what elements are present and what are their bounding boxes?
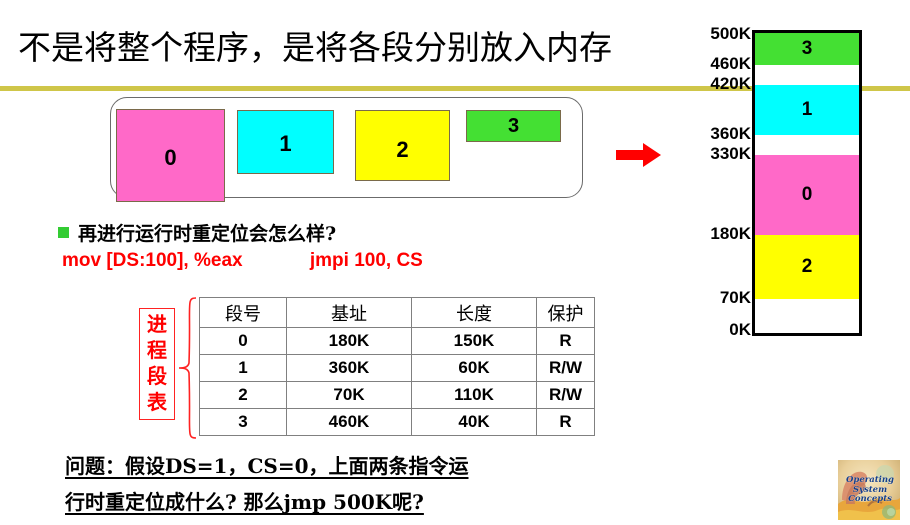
logo-line-1: Operating	[845, 475, 895, 485]
question-text: 问题：假设DS=1，CS=0，上面两条指令运 行时重定位成什么? 那么jmp 5…	[65, 448, 665, 520]
cell-seg-2-base: 70K	[286, 381, 412, 409]
cell-seg-1-prot: R/W	[536, 354, 595, 382]
table-row: 3 460K 40K R	[199, 408, 595, 436]
question-line-2: 行时重定位成什么? 那么jmp 500K呢?	[65, 490, 424, 514]
column-header-length: 长度	[411, 297, 537, 328]
memory-axis-label-420k: 420K	[710, 74, 751, 93]
cell-seg-1-no: 1	[199, 354, 287, 382]
logo-line-3: Concepts	[848, 494, 892, 504]
pst-char-1: 进	[147, 314, 167, 336]
program-segment-3: 3	[466, 110, 561, 142]
cell-seg-3-no: 3	[199, 408, 287, 436]
table-row: 0 180K 150K R	[199, 327, 595, 355]
instruction-line: mov [DS:100], %eax jmpi 100, CS	[62, 250, 582, 272]
square-bullet-icon	[58, 227, 69, 238]
memory-bar: 3 1 0 2	[752, 30, 862, 336]
segment-table: 段号 基址 长度 保护 0 180K 150K R 1 360K 60K R/W…	[199, 297, 595, 436]
table-row: 2 70K 110K R/W	[199, 381, 595, 409]
program-segment-2: 2	[355, 110, 450, 181]
cell-seg-1-base: 360K	[286, 354, 412, 382]
process-segment-table-label: 进 程 段 表	[139, 308, 175, 420]
pst-char-4: 表	[147, 392, 167, 414]
memory-axis-label-180k: 180K	[710, 224, 751, 243]
operating-system-concepts-book-logo: Operating System Concepts	[838, 460, 900, 520]
memory-block-1: 1	[755, 85, 859, 135]
cell-seg-1-length: 60K	[411, 354, 537, 382]
physical-memory-map: 3 1 0 2 500K 460K 420K 360K 330K 180K 70…	[690, 25, 862, 345]
memory-block-0: 0	[755, 155, 859, 235]
cell-seg-0-length: 150K	[411, 327, 537, 355]
cell-seg-0-prot: R	[536, 327, 595, 355]
bullet-line: 再进行运行时重定位会怎么样?	[58, 219, 336, 246]
memory-block-3: 3	[755, 33, 859, 65]
cell-seg-3-base: 460K	[286, 408, 412, 436]
memory-hole-460-420	[755, 65, 859, 85]
instruction-jmpi: jmpi 100, CS	[309, 250, 423, 271]
table-row: 1 360K 60K R/W	[199, 354, 595, 382]
column-header-segment-no: 段号	[199, 297, 287, 328]
program-segment-0: 0	[116, 109, 225, 202]
cell-seg-0-no: 0	[199, 327, 287, 355]
page-title: 不是将整个程序，是将各段分别放入内存	[18, 28, 612, 67]
column-header-protection: 保护	[536, 297, 595, 328]
question-line-1: 问题：假设DS=1，CS=0，上面两条指令运	[65, 454, 469, 478]
curly-brace-icon	[178, 297, 197, 439]
memory-block-2: 2	[755, 235, 859, 299]
cell-seg-2-prot: R/W	[536, 381, 595, 409]
memory-axis-label-500k: 500K	[710, 24, 751, 43]
bullet-text: 再进行运行时重定位会怎么样?	[78, 223, 337, 245]
book-title-text: Operating System Concepts	[844, 475, 896, 505]
cell-seg-3-length: 40K	[411, 408, 537, 436]
cell-seg-2-no: 2	[199, 381, 287, 409]
book-cover-art-icon	[838, 460, 900, 520]
memory-axis-label-330k: 330K	[710, 144, 751, 163]
memory-axis-label-70k: 70K	[719, 288, 751, 307]
memory-axis-label-460k: 460K	[710, 54, 751, 73]
title-divider	[0, 86, 910, 91]
cell-seg-0-base: 180K	[286, 327, 412, 355]
table-header-row: 段号 基址 长度 保护	[199, 297, 595, 328]
pst-char-2: 程	[147, 340, 167, 362]
memory-axis-label-360k: 360K	[710, 124, 751, 143]
program-segment-1: 1	[237, 110, 334, 174]
memory-hole-360-330	[755, 135, 859, 155]
instruction-mov: mov [DS:100], %eax	[62, 250, 243, 271]
logo-line-2: System	[852, 484, 888, 495]
memory-axis-label-0k: 0K	[729, 320, 751, 339]
right-arrow-icon	[616, 143, 661, 167]
pst-char-3: 段	[147, 366, 167, 388]
cell-seg-2-length: 110K	[411, 381, 537, 409]
memory-hole-70-0	[755, 299, 859, 333]
column-header-base: 基址	[286, 297, 412, 328]
cell-seg-3-prot: R	[536, 408, 595, 436]
